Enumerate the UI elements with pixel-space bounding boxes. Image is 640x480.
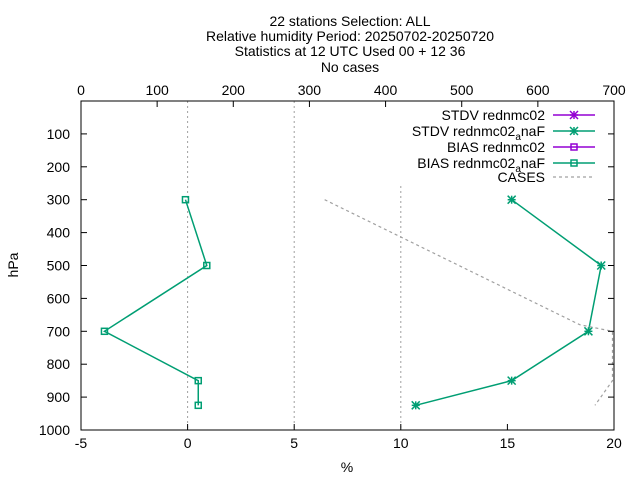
- x-tick-label: 15: [500, 435, 516, 451]
- x-tick-label: 10: [393, 435, 409, 451]
- star-stroke: [583, 326, 593, 336]
- y-tick-label: 100: [47, 126, 71, 142]
- legend-label-bias-sub: a: [515, 164, 521, 175]
- legend-label-cases: CASES: [498, 169, 545, 185]
- legend-label-bias-tail: naF: [521, 155, 545, 171]
- data-point-star: [569, 126, 579, 136]
- data-point-star: [507, 376, 517, 386]
- data-point-square: [570, 143, 578, 151]
- star-stroke: [411, 400, 421, 410]
- y-tick-label: 300: [47, 192, 71, 208]
- x-tick-label: 0: [184, 435, 192, 451]
- legend-label-bias-rednmc02: BIAS rednmc02: [447, 139, 545, 155]
- series-3: [100, 195, 211, 410]
- legend-label-stdv-sub: a: [515, 132, 521, 143]
- data-point-square: [100, 327, 109, 336]
- title-line-2: Relative humidity Period: 20250702-20250…: [206, 28, 494, 44]
- data-point-star: [507, 195, 517, 205]
- star-stroke: [596, 260, 606, 271]
- legend-label-stdv-tail: naF: [521, 123, 545, 139]
- x-tick-label: 5: [290, 435, 298, 451]
- legend: STDV rednmc02 STDV rednmc02anaF BIAS red…: [412, 107, 595, 185]
- x2-tick-label: 0: [77, 82, 85, 98]
- data-point-star: [583, 326, 593, 336]
- y-tick-label: 1000: [39, 422, 70, 438]
- legend-label-stdv-rednmc02: STDV rednmc02: [442, 107, 546, 123]
- series-layer: [100, 195, 614, 410]
- series-line: [324, 199, 614, 406]
- x2-tick-label: 400: [374, 82, 398, 98]
- legend-label-stdv-main: STDV rednmc02: [412, 123, 516, 139]
- grid-lines: [187, 101, 402, 430]
- x2-tick-label: 700: [602, 82, 626, 98]
- series-line: [102, 199, 208, 406]
- x2-tick-label: 600: [526, 82, 550, 98]
- x2-tick-label: 500: [450, 82, 474, 98]
- legend-label-stdv-rednmc02anaf: STDV rednmc02anaF: [412, 123, 545, 143]
- data-point-square: [181, 195, 190, 204]
- y-tick-label: 400: [47, 225, 71, 241]
- x2-tick-label: 200: [222, 82, 246, 98]
- y-tick-label: 800: [47, 356, 71, 372]
- data-point-square: [194, 376, 203, 385]
- title-line-1: 22 stations Selection: ALL: [269, 13, 430, 29]
- x-tick-label: 20: [606, 435, 622, 451]
- y-tick-label: 500: [47, 258, 71, 274]
- x-axis-label: %: [341, 459, 353, 475]
- axis-ticks: -5 0 5 10 15 200 100 200 300 400 500 600 70010020030…: [39, 82, 626, 451]
- x-tick-label: -5: [75, 435, 88, 451]
- title-line-4: No cases: [321, 59, 379, 75]
- y-tick-label: 600: [47, 290, 71, 306]
- data-point-square: [194, 401, 203, 410]
- y-tick-label: 900: [47, 389, 71, 405]
- x2-tick-label: 300: [298, 82, 322, 98]
- chart-title: 22 stations Selection: ALL Relative humi…: [206, 13, 494, 75]
- data-point-star: [596, 260, 606, 271]
- data-point-square: [203, 261, 211, 270]
- star-stroke: [507, 195, 517, 205]
- data-point-square: [570, 159, 578, 167]
- star-stroke: [569, 110, 579, 120]
- y-axis-label: hPa: [5, 252, 21, 277]
- series-1: [411, 195, 606, 410]
- star-stroke: [569, 126, 579, 136]
- x2-tick-label: 100: [145, 82, 169, 98]
- star-stroke: [507, 376, 517, 386]
- series-4: [324, 199, 614, 406]
- data-point-star: [411, 400, 421, 410]
- legend-label-bias-rednmc02anaf: BIAS rednmc02anaF: [417, 155, 545, 175]
- series-line: [415, 199, 603, 407]
- y-tick-label: 200: [47, 159, 71, 175]
- title-line-3: Statistics at 12 UTC Used 00 + 12 36: [235, 43, 466, 59]
- legend-label-bias-main: BIAS rednmc02: [417, 155, 515, 171]
- y-tick-label: 700: [47, 323, 71, 339]
- data-point-star: [569, 110, 579, 120]
